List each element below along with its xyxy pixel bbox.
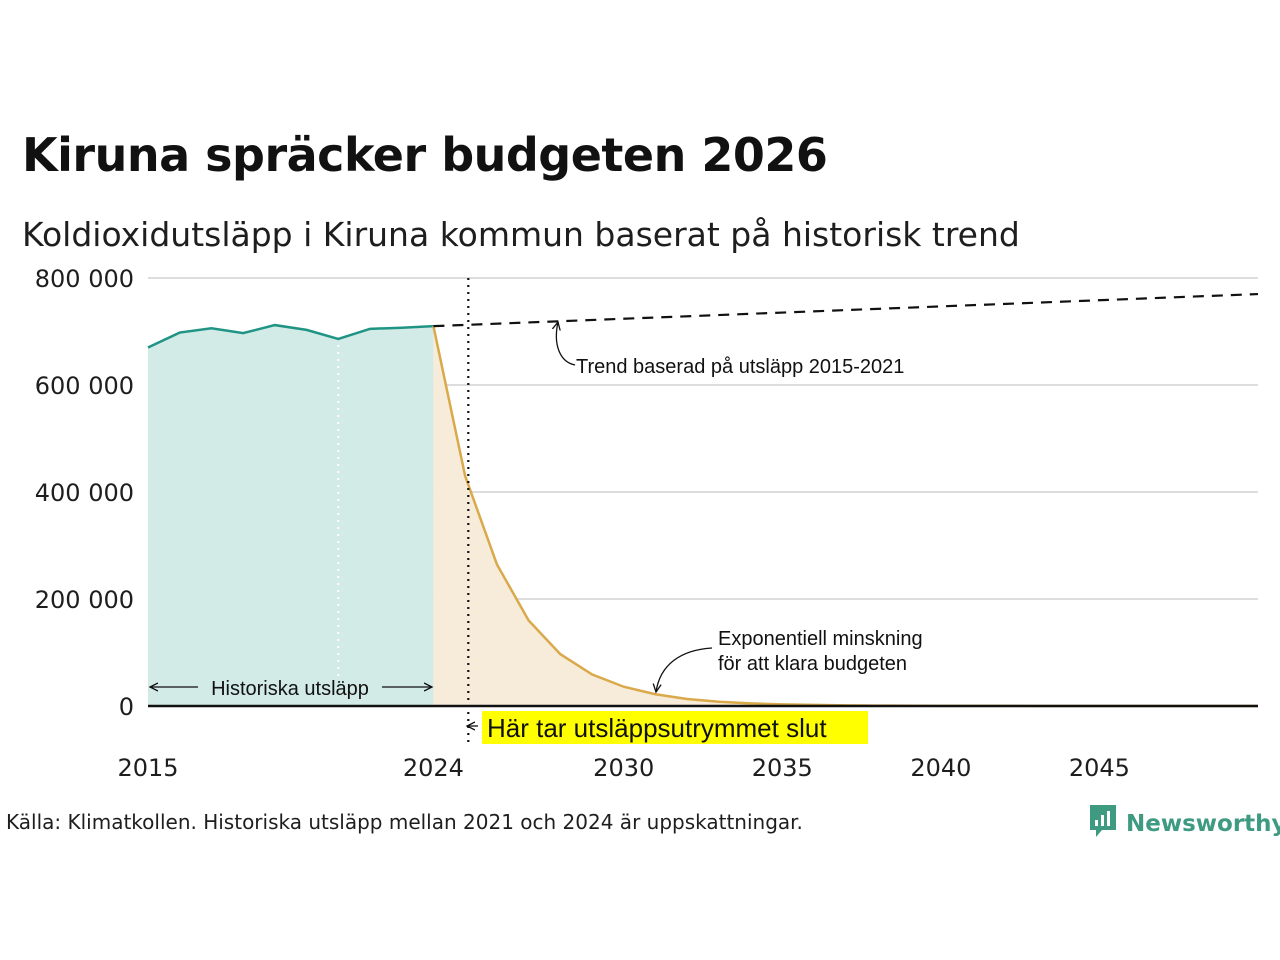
trend-line xyxy=(433,292,1259,328)
brand-name: Newsworthy xyxy=(1126,810,1280,837)
budget-end-annotation: Här tar utsläppsutrymmet slut xyxy=(487,713,827,743)
y-tick-label: 600 000 xyxy=(35,372,134,400)
y-tick-label: 800 000 xyxy=(35,265,134,293)
annotation-layer: Trend baserad på utsläpp 2015-2021 Expone… xyxy=(150,278,923,744)
axis-layer: 0 200 000 400 000 600 000 800 000 2015 2024 203… xyxy=(35,265,1258,782)
exp-annotation-line1: Exponentiell minskning xyxy=(718,628,923,650)
bar-chart-icon xyxy=(1088,803,1118,844)
chart-title: Kiruna spräcker budgeten 2026 xyxy=(22,128,828,182)
historic-area xyxy=(148,325,434,706)
trend-annotation-arrow xyxy=(556,322,576,366)
chart-subtitle: Koldioxidutsläpp i Kiruna kommun baserat… xyxy=(22,215,1020,254)
x-tick-label: 2030 xyxy=(593,754,654,782)
historic-line xyxy=(147,323,434,349)
y-tick-label: 400 000 xyxy=(35,479,134,507)
y-tick-label: 0 xyxy=(119,693,134,721)
exp-annotation-line2: för att klara budgeten xyxy=(718,653,907,675)
x-tick-label: 2045 xyxy=(1069,754,1130,782)
forecast-area xyxy=(433,326,1258,706)
area-layer xyxy=(148,325,1258,706)
x-tick-label: 2015 xyxy=(117,754,178,782)
budget-end-highlight xyxy=(482,711,868,744)
trend-annotation: Trend baserad på utsläpp 2015-2021 xyxy=(576,356,904,378)
x-tick-label: 2035 xyxy=(752,754,813,782)
historic-annotation: Historiska utsläpp xyxy=(211,678,369,700)
x-tick-label: 2040 xyxy=(910,754,971,782)
x-tick-label: 2024 xyxy=(403,754,464,782)
y-tick-label: 200 000 xyxy=(35,586,134,614)
brand-logo: Newsworthy xyxy=(1088,803,1280,844)
source-note: Källa: Klimatkollen. Historiska utsläpp … xyxy=(6,810,803,834)
exp-annotation-arrow xyxy=(656,647,713,692)
